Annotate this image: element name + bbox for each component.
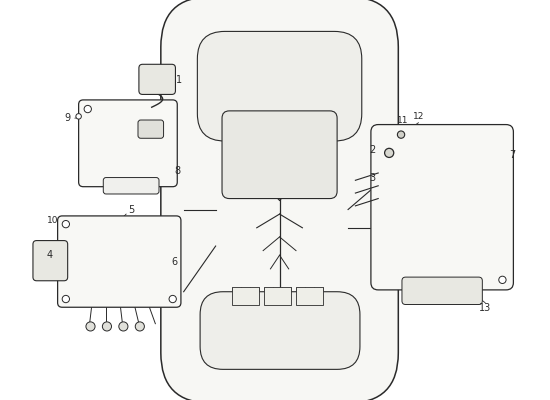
FancyBboxPatch shape: [161, 0, 398, 400]
FancyBboxPatch shape: [200, 292, 360, 369]
Text: 5: 5: [129, 204, 135, 214]
Bar: [264, 287, 292, 306]
Text: 4: 4: [46, 250, 52, 260]
Circle shape: [169, 295, 177, 303]
Text: 10: 10: [47, 216, 59, 225]
FancyBboxPatch shape: [139, 64, 175, 94]
Text: 9: 9: [64, 113, 71, 123]
Circle shape: [135, 322, 145, 331]
Circle shape: [84, 105, 91, 113]
Text: a passion for details: a passion for details: [251, 210, 382, 264]
FancyBboxPatch shape: [222, 111, 337, 198]
Text: 1: 1: [176, 75, 182, 85]
Circle shape: [398, 131, 405, 138]
Circle shape: [76, 114, 81, 119]
Circle shape: [86, 322, 95, 331]
Text: 6: 6: [172, 258, 178, 268]
Circle shape: [62, 220, 69, 228]
Text: 2: 2: [370, 145, 376, 155]
Circle shape: [102, 322, 112, 331]
Text: 7: 7: [509, 150, 515, 160]
Circle shape: [119, 322, 128, 331]
Circle shape: [384, 148, 394, 158]
Text: 12: 12: [412, 112, 424, 121]
Text: 11: 11: [397, 116, 409, 126]
FancyBboxPatch shape: [138, 120, 163, 138]
FancyBboxPatch shape: [79, 100, 177, 187]
Text: 3: 3: [370, 172, 376, 182]
Bar: [232, 287, 260, 306]
Text: 13: 13: [479, 303, 491, 313]
FancyBboxPatch shape: [103, 178, 159, 194]
FancyBboxPatch shape: [371, 124, 513, 290]
Circle shape: [499, 276, 506, 284]
Text: 8: 8: [174, 166, 180, 176]
FancyBboxPatch shape: [33, 240, 68, 281]
Bar: [296, 287, 323, 306]
FancyBboxPatch shape: [197, 32, 362, 141]
Circle shape: [62, 295, 69, 303]
FancyBboxPatch shape: [402, 277, 482, 304]
Text: ares: ares: [258, 136, 447, 256]
FancyBboxPatch shape: [58, 216, 181, 307]
